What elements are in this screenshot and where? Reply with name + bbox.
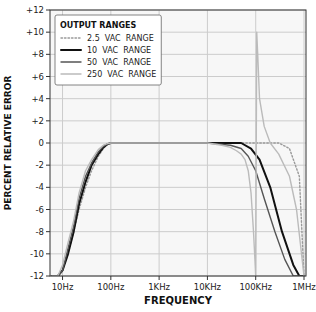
y-grid-line: [50, 98, 306, 99]
legend-title: OUTPUT RANGES: [60, 21, 136, 30]
x-tick-label: 1MHz: [292, 282, 316, 292]
y-tick: [46, 253, 50, 254]
y-tick-label: -12: [30, 271, 44, 281]
legend-label: 250 VAC RANGE: [87, 70, 156, 79]
y-tick-label: +8: [31, 49, 44, 59]
legend: OUTPUT RANGES 2.5 VAC RANGE 10 VAC RANGE 50…: [55, 15, 161, 85]
y-tick: [46, 276, 50, 277]
y-tick-label: +2: [31, 116, 44, 126]
x-tick: [110, 276, 111, 280]
x-tick: [159, 276, 160, 280]
y-tick: [46, 209, 50, 210]
y-grid-line: [50, 253, 306, 254]
y-axis-label: PERCENT RELATIVE ERROR: [3, 76, 13, 211]
x-axis-label: FREQUENCY: [144, 295, 213, 306]
x-tick-label: 100KHz: [239, 282, 272, 292]
y-tick-label: +12: [26, 5, 44, 15]
x-tick: [304, 276, 305, 280]
y-tick: [46, 54, 50, 55]
axes: 10Hz 100Hz 1KHz 10KHz 100KHz 1MHz -12 -10 -8 -6 -4…: [26, 5, 316, 292]
y-grid-line: [50, 120, 306, 121]
y-tick-label: +6: [31, 72, 44, 82]
legend-label: 2.5 VAC RANGE: [87, 34, 154, 43]
x-tick-label: 100Hz: [97, 282, 125, 292]
y-tick: [46, 165, 50, 166]
x-tick-label: 1KHz: [148, 282, 170, 292]
y-tick: [46, 143, 50, 144]
y-tick-label: -6: [36, 205, 44, 215]
y-tick-label: -4: [36, 182, 44, 192]
legend-swatch: [61, 73, 81, 74]
legend-swatch: [61, 49, 81, 51]
x-tick: [62, 276, 63, 280]
legend-swatch: [61, 61, 81, 62]
chart: 10Hz 100Hz 1KHz 10KHz 100KHz 1MHz -12 -10 -8 -6 -4…: [0, 0, 316, 312]
legend-box: [55, 15, 161, 85]
legend-swatch: [61, 37, 81, 38]
grid: [50, 10, 306, 276]
legend-label: 10 VAC RANGE: [87, 46, 151, 55]
legend-label: 50 VAC RANGE: [87, 58, 151, 67]
y-tick: [46, 10, 50, 11]
y-tick-label: +4: [31, 94, 44, 104]
y-tick: [46, 32, 50, 33]
y-tick-label: -8: [36, 227, 44, 237]
y-tick: [46, 231, 50, 232]
plot-frame: [50, 10, 306, 276]
x-tick-label: 10Hz: [52, 282, 74, 292]
x-tick: [255, 276, 256, 280]
y-tick-label: 0: [39, 138, 44, 148]
y-grid-line: [50, 187, 306, 188]
y-tick: [46, 187, 50, 188]
y-tick: [46, 120, 50, 121]
y-tick-label: -10: [30, 249, 44, 259]
x-tick: [207, 276, 208, 280]
x-tick-label: 10KHz: [194, 282, 222, 292]
y-grid-line: [50, 231, 306, 232]
y-tick-label: -2: [36, 160, 44, 170]
y-tick: [46, 76, 50, 77]
y-tick: [46, 98, 50, 99]
y-tick-label: +10: [26, 27, 44, 37]
plot-background: [50, 10, 306, 276]
